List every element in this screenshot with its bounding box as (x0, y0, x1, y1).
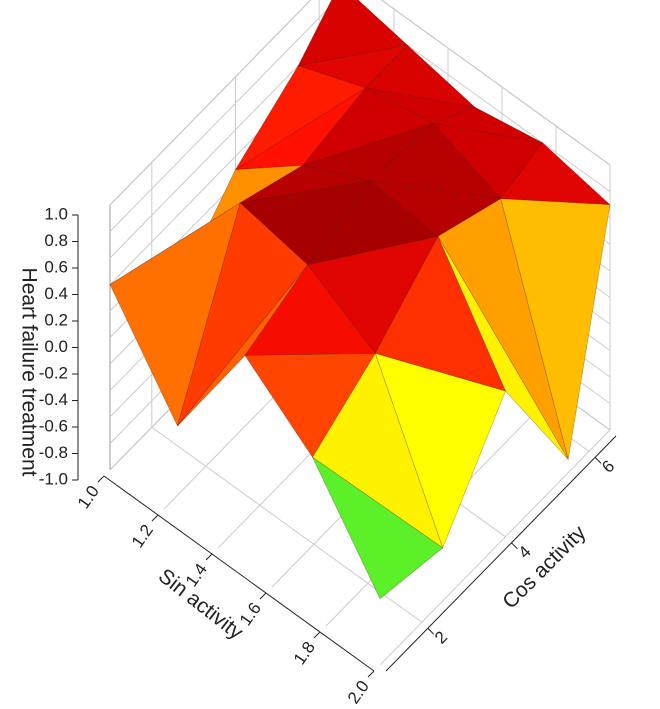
x-tick-label: 1.8 (290, 638, 319, 668)
surface-facet (244, 264, 376, 356)
x-tick-label: 1.2 (128, 521, 157, 551)
grid-line (109, 0, 312, 206)
grid-line (380, 0, 611, 166)
y-tick (594, 457, 602, 464)
z-tick-label: 0.2 (44, 310, 68, 329)
y-tick-label: 4 (515, 542, 535, 562)
z-tick-label: 0.4 (44, 284, 68, 303)
x-tick-label: 1.0 (74, 482, 103, 512)
surface (109, 0, 611, 600)
z-tick-label: -0.6 (39, 416, 68, 435)
x-tick-label: 2.0 (344, 677, 373, 707)
surface-facet (432, 106, 543, 144)
x-tick (151, 514, 159, 522)
y-tick-label: 2 (431, 627, 451, 647)
surface-facet (240, 164, 371, 204)
x-tick (97, 475, 105, 483)
y-tick (427, 627, 435, 635)
surface-facet (302, 87, 434, 166)
x-tick (205, 553, 213, 561)
surface-facet (365, 44, 476, 108)
z-tick-label: 0.8 (44, 231, 68, 250)
y-tick-label: 6 (598, 457, 618, 477)
x-axis (103, 475, 375, 672)
z-tick-label: -0.8 (39, 443, 68, 462)
x-tick (259, 592, 267, 600)
y-axis (385, 435, 617, 672)
grid-line (379, 429, 611, 666)
z-axis-title: Heart failure treatment (17, 268, 40, 477)
surface-facet (311, 456, 444, 600)
grid-line (109, 0, 338, 232)
z-tick-label: -1.0 (39, 469, 68, 488)
x-tick (367, 670, 375, 678)
z-tick-label: 0.6 (44, 257, 68, 276)
z-tick-label: 1.0 (44, 204, 68, 223)
surface-facet (312, 352, 444, 549)
surface-facet (235, 65, 367, 170)
z-tick-label: 0.0 (44, 337, 68, 356)
surface-facet (177, 202, 309, 427)
y-axis-title: Cos activity (498, 521, 591, 614)
z-tick-label: -0.2 (39, 363, 68, 382)
y-tick (511, 542, 518, 550)
x-tick (313, 631, 321, 639)
z-tick-label: -0.4 (39, 390, 68, 409)
